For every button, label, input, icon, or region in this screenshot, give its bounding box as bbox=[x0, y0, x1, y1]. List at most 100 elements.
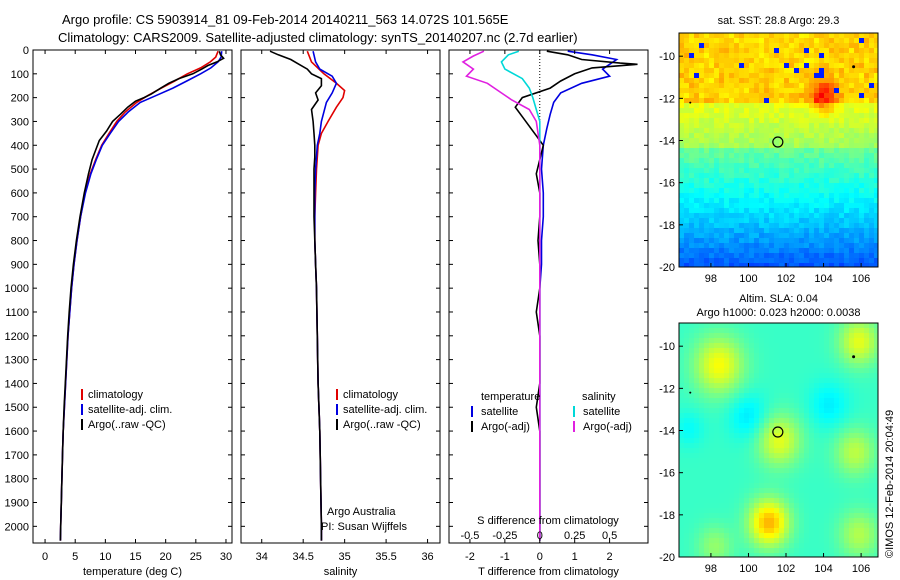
sst_map-cell bbox=[749, 108, 755, 114]
sla_map-cell bbox=[844, 538, 850, 544]
sla_map-cell bbox=[849, 368, 855, 374]
sla_map-cell bbox=[689, 518, 695, 524]
sla_map-cell bbox=[689, 433, 695, 439]
sla_map-cell bbox=[704, 363, 710, 369]
sst_map-cell bbox=[809, 238, 815, 244]
sst_map-cell bbox=[739, 193, 745, 199]
sla_map-cell bbox=[699, 553, 705, 558]
sst_map-cell bbox=[809, 223, 815, 229]
sla_map-cell bbox=[769, 418, 775, 424]
sla_map-cell bbox=[859, 458, 865, 464]
sst_map-cell bbox=[739, 263, 745, 268]
temperature-ytick-label: 300 bbox=[11, 116, 29, 128]
sst_map-cell bbox=[794, 238, 800, 244]
sla_map-cell bbox=[859, 408, 865, 414]
sla_map-cell bbox=[679, 398, 685, 404]
temperature-ytick-label: 700 bbox=[11, 212, 29, 224]
sla_map-cell bbox=[744, 373, 750, 379]
sst_map-cell bbox=[779, 93, 785, 99]
sst_map-cell bbox=[729, 133, 735, 139]
sla_map-cell bbox=[819, 473, 825, 479]
sst_map-cell bbox=[839, 263, 845, 268]
sla_map-cell bbox=[819, 443, 825, 449]
sla_map-cell bbox=[799, 358, 805, 364]
sla_map-cell bbox=[874, 513, 879, 519]
sst_map-cell bbox=[699, 63, 705, 69]
sst_map-cell bbox=[819, 48, 825, 54]
sst_map-cell bbox=[864, 93, 870, 99]
sla_map-cell bbox=[729, 548, 735, 554]
sst_map-cell bbox=[724, 73, 730, 79]
sla_map-cell bbox=[854, 363, 860, 369]
sst_map-cell bbox=[689, 258, 695, 264]
sst_map-cell bbox=[734, 38, 740, 44]
sst_map-cell bbox=[774, 228, 780, 234]
sst_map-cell bbox=[869, 113, 875, 119]
sst_map-cell bbox=[699, 253, 705, 259]
sst_map-cell bbox=[724, 238, 730, 244]
sla_map-cell bbox=[689, 453, 695, 459]
sla_map-cell bbox=[769, 398, 775, 404]
sla_map-cell bbox=[839, 368, 845, 374]
sla_map-cell bbox=[824, 363, 830, 369]
sst_map-cell bbox=[704, 83, 710, 89]
salinity-xlabel: salinity bbox=[324, 566, 358, 578]
sla_map-cell bbox=[749, 408, 755, 414]
sla_map-cell bbox=[864, 438, 870, 444]
sst_map-cell bbox=[704, 113, 710, 119]
sla_map-cell bbox=[694, 368, 700, 374]
sla_map-cell bbox=[789, 343, 795, 349]
sla_map-cell bbox=[804, 508, 810, 514]
sla_map-cell bbox=[789, 358, 795, 364]
temperature-ytick-label: 500 bbox=[11, 164, 29, 176]
sla_map-cell bbox=[859, 393, 865, 399]
sst_map-cell bbox=[724, 253, 730, 259]
sla_map-cell bbox=[689, 533, 695, 539]
sst_map-cell bbox=[859, 33, 865, 39]
sst_map-cell bbox=[684, 203, 690, 209]
sst_map-cell bbox=[854, 63, 860, 69]
sla_map-cell bbox=[809, 458, 815, 464]
sla_map-cell bbox=[874, 388, 879, 394]
sst_map-cell bbox=[809, 88, 815, 94]
sla_map-cell bbox=[729, 463, 735, 469]
sla_map-cell bbox=[799, 348, 805, 354]
sla_map-cell bbox=[694, 363, 700, 369]
sst_map-cell bbox=[799, 98, 805, 104]
sst_map-cell bbox=[779, 43, 785, 49]
sst_map-cell bbox=[724, 53, 730, 59]
sst_map-cell bbox=[719, 203, 725, 209]
sst_map-cell bbox=[684, 228, 690, 234]
sst_map-cell bbox=[719, 248, 725, 254]
sst_map-cell bbox=[859, 163, 865, 169]
sla_map-cell bbox=[744, 518, 750, 524]
sst_map-cell bbox=[869, 163, 875, 169]
sst_map-cell bbox=[859, 213, 865, 219]
sst_map-cell bbox=[839, 223, 845, 229]
sst_map-cell bbox=[854, 158, 860, 164]
sla_map-cell bbox=[739, 378, 745, 384]
sla_map-cell bbox=[704, 393, 710, 399]
sla_map-cell bbox=[724, 503, 730, 509]
sst_map-cell bbox=[764, 33, 770, 39]
sla_map-cell bbox=[819, 458, 825, 464]
sst_map-cell bbox=[729, 233, 735, 239]
sst_map-cell bbox=[759, 48, 765, 54]
sla_map-cell bbox=[759, 368, 765, 374]
sst_map-cell bbox=[784, 168, 790, 174]
sla_map-cell bbox=[774, 393, 780, 399]
sst_map-cell bbox=[764, 158, 770, 164]
sst_map-cell bbox=[799, 203, 805, 209]
sla_map-cell bbox=[814, 488, 820, 494]
sst_map-cell bbox=[724, 78, 730, 84]
sla_map-cell bbox=[829, 358, 835, 364]
sla_map-cell bbox=[684, 358, 690, 364]
sst_map-cell bbox=[729, 203, 735, 209]
sst_map-cell bbox=[754, 258, 760, 264]
sla_map-cell bbox=[784, 368, 790, 374]
sst_map-cell bbox=[814, 178, 820, 184]
sla_map-cell bbox=[809, 453, 815, 459]
sla_map-cell bbox=[829, 388, 835, 394]
sst_map-cell bbox=[744, 113, 750, 119]
sla_map-cell bbox=[684, 368, 690, 374]
